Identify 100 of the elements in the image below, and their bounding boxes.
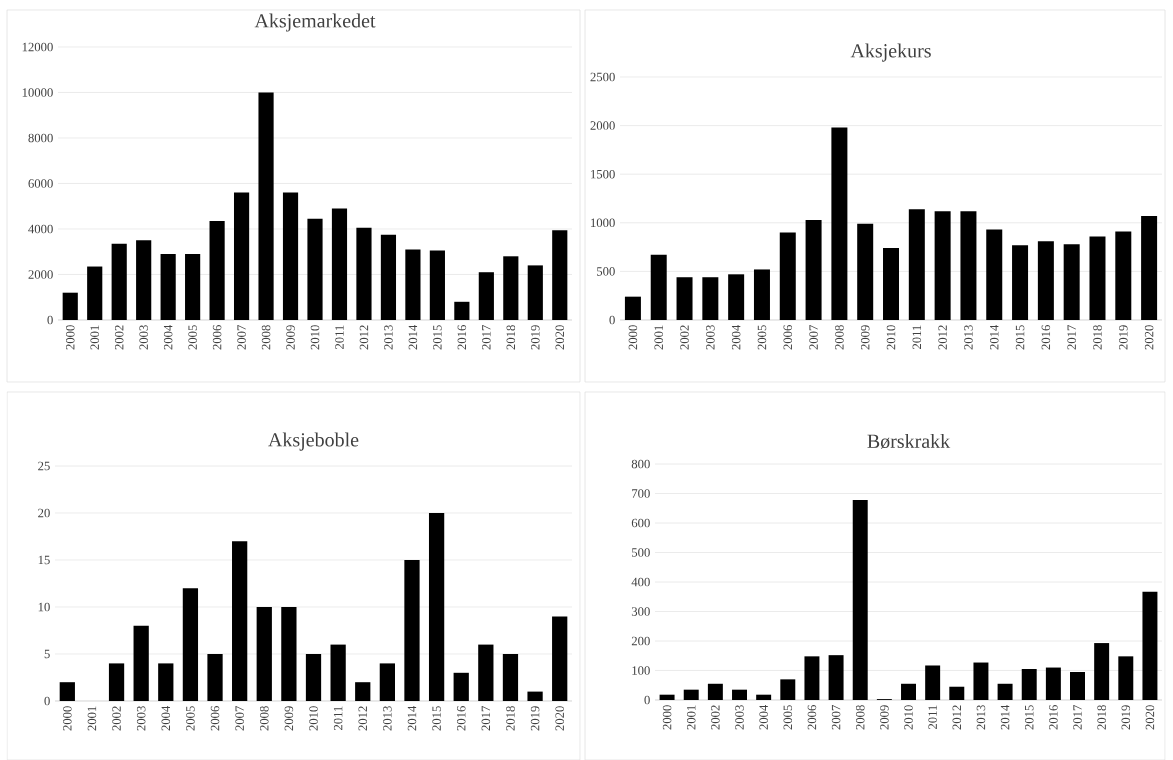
y-tick-label: 8000 bbox=[28, 133, 53, 143]
x-tick-label: 2004 bbox=[161, 705, 171, 731]
chart-title: Aksjeboble bbox=[268, 432, 359, 451]
y-tick-label: 0 bbox=[47, 315, 53, 325]
bar bbox=[160, 253, 176, 320]
bar bbox=[883, 247, 900, 320]
bar bbox=[1141, 215, 1158, 320]
bar bbox=[1089, 236, 1106, 320]
x-tick-label: 2003 bbox=[706, 325, 715, 350]
bar bbox=[232, 541, 248, 701]
bar bbox=[901, 683, 916, 700]
x-tick-label: 2016 bbox=[456, 705, 466, 731]
bar bbox=[804, 656, 820, 700]
bar bbox=[87, 266, 103, 320]
x-tick-label: 2015 bbox=[1024, 705, 1034, 730]
x-tick-label: 2004 bbox=[731, 324, 741, 350]
x-tick-label: 2012 bbox=[938, 325, 947, 350]
x-tick-label: 2011 bbox=[928, 705, 937, 729]
bar bbox=[949, 686, 965, 700]
y-tick-label: 300 bbox=[631, 607, 650, 616]
bar bbox=[331, 208, 348, 320]
x-tick-label: 2013 bbox=[384, 325, 393, 350]
y-tick-label: 500 bbox=[597, 266, 615, 276]
x-tick-label: 2014 bbox=[989, 324, 999, 350]
x-tick-label: 2020 bbox=[555, 325, 565, 350]
y-tick-label: 10 bbox=[38, 602, 50, 612]
bar bbox=[707, 683, 723, 700]
x-tick-label: 2017 bbox=[482, 324, 491, 350]
x-tick-label: 2006 bbox=[783, 324, 793, 350]
x-tick-label: 2002 bbox=[711, 705, 720, 730]
bar bbox=[973, 662, 989, 700]
bar bbox=[527, 265, 543, 320]
bar bbox=[779, 232, 796, 320]
bar bbox=[136, 240, 152, 320]
x-tick-label: 2006 bbox=[212, 324, 222, 350]
x-tick-label: 2001 bbox=[686, 705, 696, 730]
bar bbox=[857, 223, 874, 320]
x-tick-label: 2005 bbox=[757, 325, 767, 350]
x-tick-label: 2018 bbox=[506, 325, 516, 350]
bar bbox=[307, 218, 323, 320]
bar bbox=[355, 682, 371, 701]
x-tick-label: 2013 bbox=[964, 325, 973, 350]
x-tick-label: 2014 bbox=[408, 324, 418, 350]
bar bbox=[453, 672, 469, 701]
bar bbox=[454, 301, 470, 320]
x-tick-label: 2012 bbox=[358, 706, 368, 731]
bar bbox=[478, 272, 494, 320]
bar bbox=[960, 211, 977, 320]
y-tick-label: 100 bbox=[632, 666, 650, 675]
x-tick-label: 2005 bbox=[783, 705, 793, 730]
x-tick-label: 2002 bbox=[680, 325, 689, 350]
bar bbox=[1142, 591, 1158, 700]
x-tick-label: 2007 bbox=[235, 705, 244, 731]
x-tick-label: 2011 bbox=[333, 706, 343, 730]
x-tick-label: 2019 bbox=[1121, 705, 1131, 730]
bar bbox=[380, 234, 397, 320]
x-tick-label: 2020 bbox=[555, 706, 564, 731]
bar bbox=[676, 277, 693, 320]
x-tick-label: 2018 bbox=[1097, 705, 1106, 730]
bar bbox=[478, 644, 494, 701]
x-tick-label: 2009 bbox=[284, 706, 294, 731]
x-tick-label: 2000 bbox=[662, 705, 672, 730]
x-tick-label: 2008 bbox=[259, 706, 269, 731]
x-tick-label: 2014 bbox=[1000, 704, 1010, 730]
bar bbox=[552, 616, 568, 701]
bar bbox=[997, 683, 1013, 700]
bar bbox=[1012, 245, 1029, 320]
bar bbox=[1094, 642, 1110, 700]
x-tick-label: 2015 bbox=[1015, 325, 1025, 350]
x-tick-label: 2002 bbox=[112, 706, 121, 731]
bar bbox=[258, 92, 274, 320]
y-tick-label: 700 bbox=[632, 489, 650, 498]
y-tick-label: 200 bbox=[631, 636, 650, 646]
x-tick-label: 2016 bbox=[457, 324, 467, 350]
x-tick-label: 2019 bbox=[531, 325, 540, 350]
x-tick-label: 2007 bbox=[237, 324, 246, 350]
bar bbox=[330, 644, 346, 701]
bar bbox=[404, 559, 420, 701]
x-tick-label: 2003 bbox=[136, 706, 146, 731]
x-tick-label: 2009 bbox=[860, 325, 870, 350]
bar bbox=[624, 296, 641, 320]
bar bbox=[379, 663, 395, 701]
y-tick-label: 0 bbox=[609, 315, 615, 325]
x-tick-label: 2018 bbox=[1093, 325, 1102, 350]
x-tick-label: 2010 bbox=[886, 325, 896, 350]
bar bbox=[256, 606, 272, 701]
x-tick-label: 2017 bbox=[481, 705, 491, 731]
bar bbox=[908, 209, 925, 320]
bar bbox=[650, 254, 667, 320]
bar bbox=[1045, 667, 1061, 700]
bar bbox=[1118, 656, 1134, 700]
y-tick-label: 20 bbox=[38, 508, 50, 518]
x-tick-label: 2018 bbox=[506, 706, 515, 731]
x-tick-label: 2016 bbox=[1041, 324, 1051, 350]
x-tick-label: 2003 bbox=[735, 705, 744, 730]
x-tick-label: 2000 bbox=[63, 706, 72, 731]
x-tick-label: 2015 bbox=[432, 706, 441, 731]
y-tick-label: 4000 bbox=[28, 224, 53, 234]
bar bbox=[158, 663, 174, 701]
bar bbox=[59, 682, 75, 701]
